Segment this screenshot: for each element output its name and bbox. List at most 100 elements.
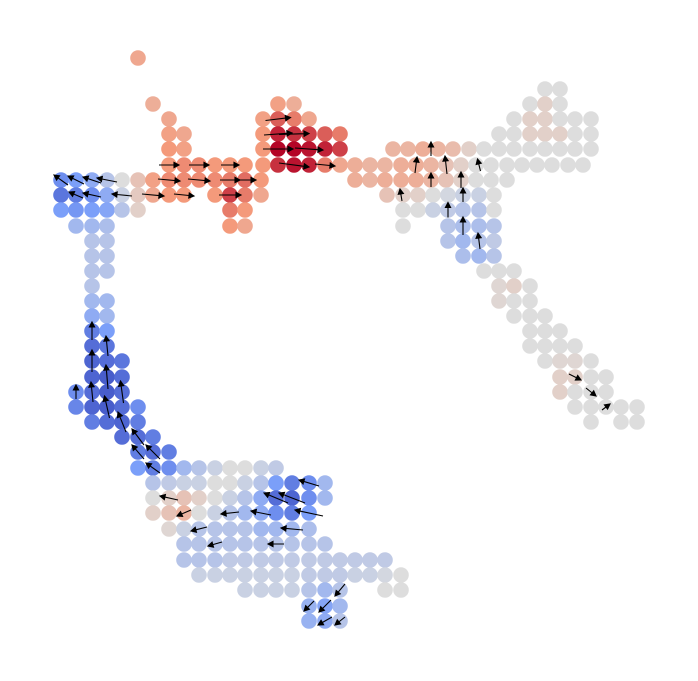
spot <box>255 111 271 127</box>
velocity-arrow <box>314 161 337 169</box>
spot <box>176 475 192 491</box>
spot <box>176 157 192 173</box>
spot <box>567 384 583 400</box>
spot <box>598 384 614 400</box>
spot <box>237 505 253 521</box>
spot <box>499 157 515 173</box>
spot <box>237 582 253 598</box>
spot <box>362 157 378 173</box>
spot <box>522 141 538 157</box>
velocity-arrow <box>102 363 110 390</box>
spot <box>506 308 522 324</box>
spot <box>583 126 599 142</box>
spot <box>476 141 492 157</box>
spot <box>268 552 284 568</box>
spot <box>99 414 115 430</box>
velocity-arrow <box>294 146 325 154</box>
spot <box>317 490 333 506</box>
spot <box>393 567 409 583</box>
spot <box>114 429 130 445</box>
spot <box>130 414 146 430</box>
spot <box>598 369 614 385</box>
spot <box>506 111 522 127</box>
spot <box>552 96 568 112</box>
spot <box>332 157 348 173</box>
spot <box>301 111 317 127</box>
spot <box>552 384 568 400</box>
spot <box>317 126 333 142</box>
spot <box>522 111 538 127</box>
spot <box>222 521 238 537</box>
spot <box>537 96 553 112</box>
spot <box>130 172 146 188</box>
spot <box>567 399 583 415</box>
spot <box>84 202 100 218</box>
velocity-arrow <box>585 387 597 397</box>
spot <box>286 96 302 112</box>
velocity-arrow <box>189 161 211 169</box>
spot <box>284 505 300 521</box>
spot <box>68 399 84 415</box>
velocity-arrow <box>102 394 111 419</box>
spot <box>253 536 269 552</box>
spot <box>284 475 300 491</box>
spot <box>237 567 253 583</box>
spot <box>255 126 271 142</box>
spot <box>613 414 629 430</box>
velocity-arrow <box>219 191 243 199</box>
spot <box>207 521 223 537</box>
spot <box>207 475 223 491</box>
spot <box>537 111 553 127</box>
velocity-arrow <box>457 170 465 188</box>
velocity-arrow <box>234 176 258 184</box>
velocity-arrow <box>263 145 295 153</box>
spot <box>161 475 177 491</box>
spot <box>284 536 300 552</box>
spot <box>301 582 317 598</box>
spot <box>410 202 426 218</box>
spot <box>237 490 253 506</box>
spot <box>537 141 553 157</box>
spot <box>522 323 538 339</box>
spot <box>514 157 530 173</box>
spot <box>253 475 269 491</box>
spot <box>445 141 461 157</box>
spot <box>145 96 161 112</box>
spot <box>176 172 192 188</box>
spot <box>301 552 317 568</box>
spot <box>253 582 269 598</box>
spot <box>161 444 177 460</box>
velocity-arrow <box>444 201 452 218</box>
spot <box>99 248 115 264</box>
spot <box>347 552 363 568</box>
velocity-arrow <box>318 599 332 613</box>
spot <box>301 567 317 583</box>
spot <box>130 202 146 218</box>
velocity-arrow <box>427 171 435 187</box>
spot <box>145 505 161 521</box>
spot <box>461 141 477 157</box>
spot <box>130 399 146 415</box>
spot <box>222 552 238 568</box>
velocity-arrow <box>88 348 96 372</box>
spot <box>629 399 645 415</box>
spot <box>499 172 515 188</box>
velocity-arrow <box>95 175 118 183</box>
spot <box>522 308 538 324</box>
spot <box>68 218 84 234</box>
spot <box>332 126 348 142</box>
spot <box>455 202 471 218</box>
velocity-arrow <box>277 491 306 504</box>
spot <box>347 157 363 173</box>
spot <box>583 141 599 157</box>
velocity-arrow <box>475 231 483 250</box>
spot <box>99 202 115 218</box>
spot <box>99 308 115 324</box>
spot <box>486 187 502 203</box>
spot <box>583 111 599 127</box>
spot <box>552 111 568 127</box>
spot <box>471 187 487 203</box>
spot <box>284 567 300 583</box>
spot <box>253 567 269 583</box>
